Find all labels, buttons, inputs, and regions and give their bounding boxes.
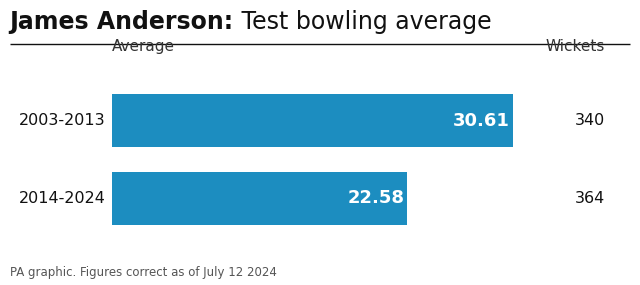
Text: 340: 340: [575, 113, 605, 128]
Text: PA graphic. Figures correct as of July 12 2024: PA graphic. Figures correct as of July 1…: [10, 266, 276, 279]
Text: 30.61: 30.61: [452, 112, 509, 130]
Text: Wickets: Wickets: [545, 39, 605, 54]
Text: Average: Average: [112, 39, 175, 54]
Bar: [112, 94, 513, 147]
Text: 2003-2013: 2003-2013: [19, 113, 106, 128]
Text: James Anderson:: James Anderson:: [10, 10, 234, 34]
Text: 2014-2024: 2014-2024: [19, 191, 106, 206]
Text: 364: 364: [575, 191, 605, 206]
Text: 22.58: 22.58: [348, 190, 404, 207]
Bar: [112, 172, 408, 225]
Text: Test bowling average: Test bowling average: [234, 10, 492, 34]
